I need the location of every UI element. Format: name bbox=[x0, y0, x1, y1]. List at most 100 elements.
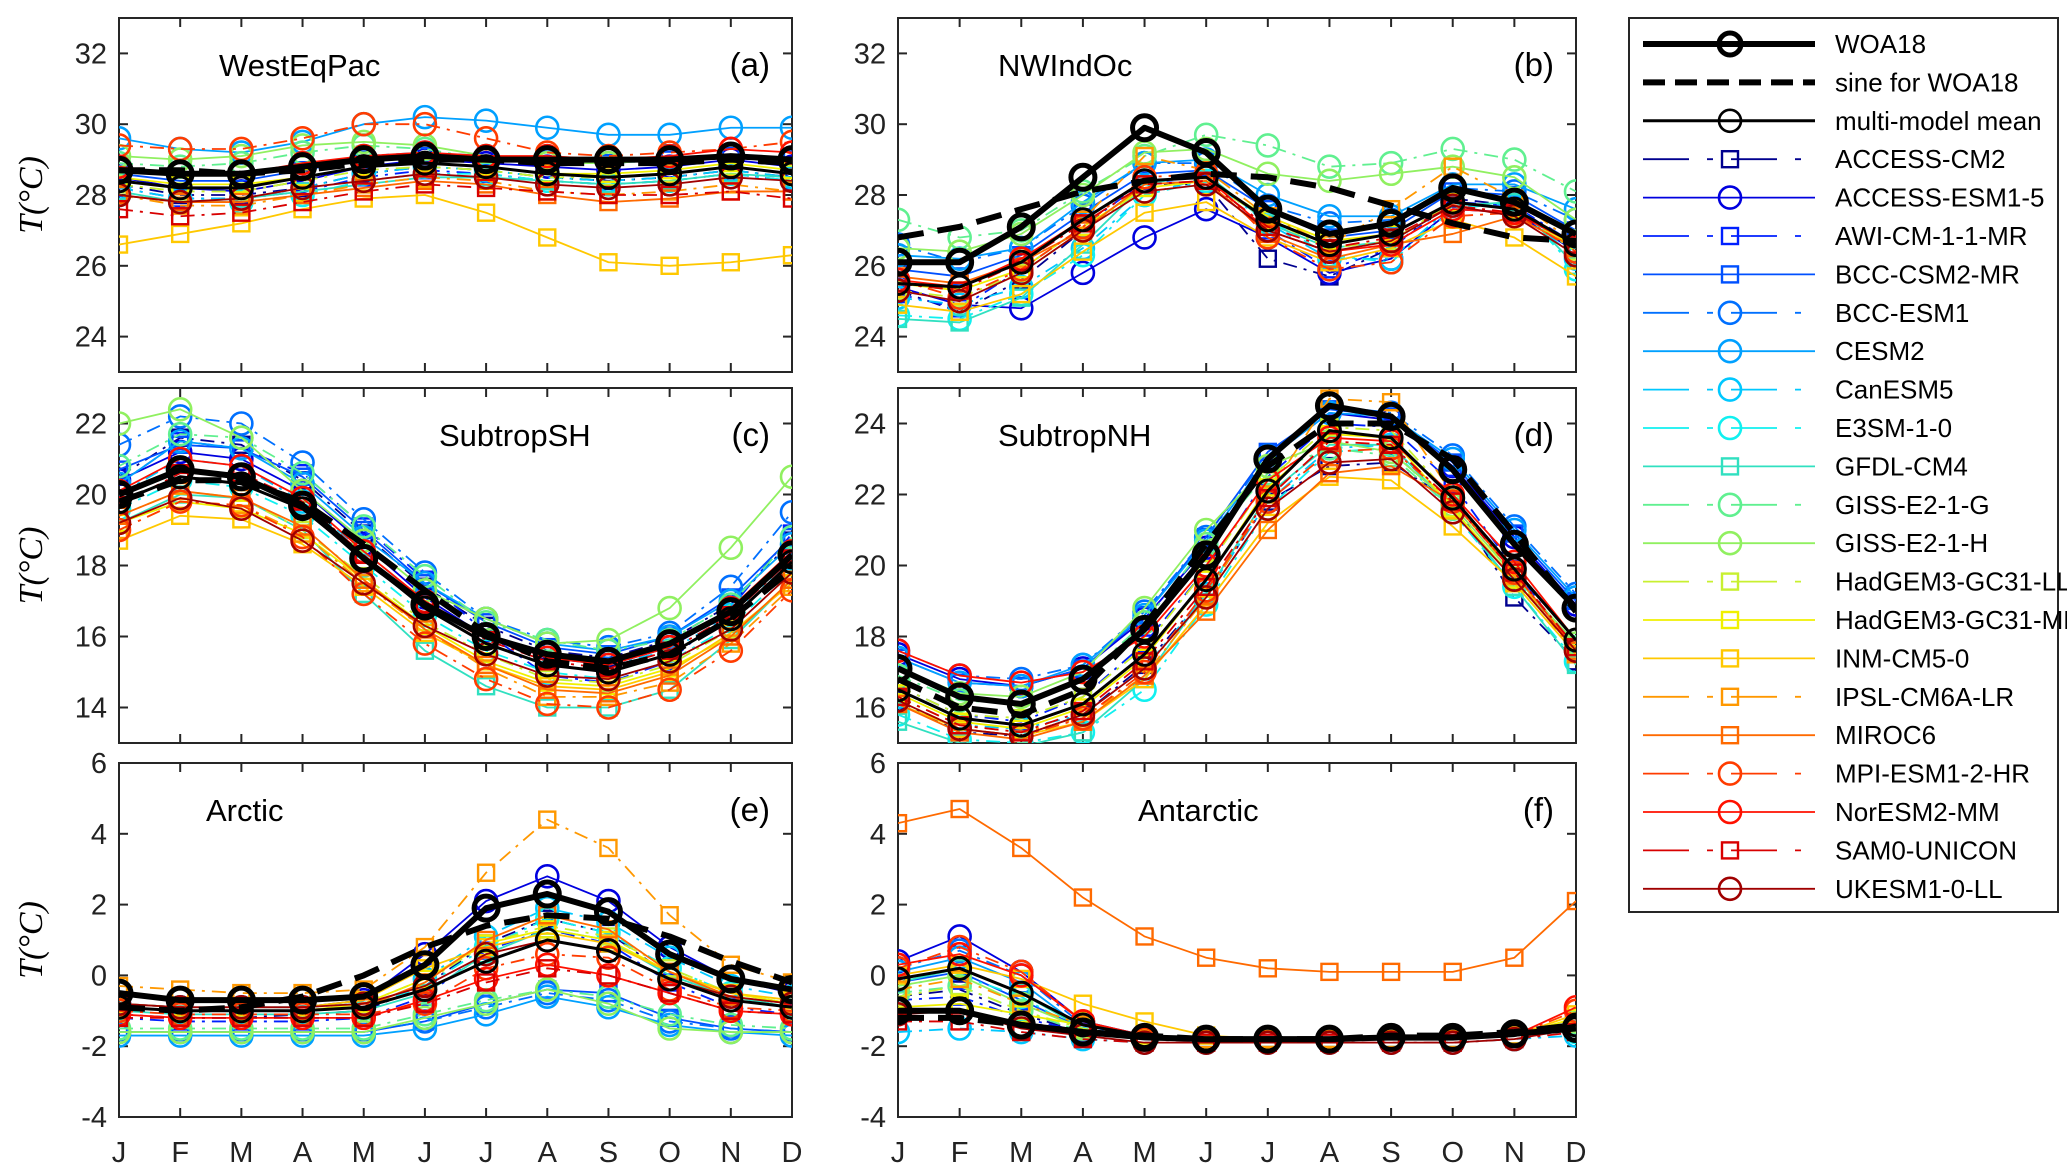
legend-item-bcc-csm2-mr: BCC-CSM2-MR bbox=[1643, 259, 2020, 289]
data-point bbox=[950, 969, 969, 989]
data-point bbox=[351, 1019, 377, 1045]
data-point bbox=[119, 175, 132, 201]
data-point bbox=[119, 471, 132, 497]
y-axis-label: T(°C) bbox=[13, 156, 50, 234]
data-point bbox=[657, 1016, 682, 1041]
legend-marker-square bbox=[1720, 841, 1740, 860]
data-point bbox=[718, 535, 744, 561]
data-point bbox=[534, 984, 560, 1009]
legend-label: ACCESS-CM2 bbox=[1835, 144, 2005, 174]
data-point bbox=[119, 1019, 132, 1045]
y-tick-label: 6 bbox=[91, 748, 107, 780]
series-group bbox=[898, 799, 1576, 1055]
data-point bbox=[1135, 927, 1154, 946]
legend-item-ukesm1-0-ll: UKESM1-0-LL bbox=[1643, 874, 2003, 904]
data-point bbox=[1502, 549, 1527, 575]
data-point bbox=[1317, 154, 1342, 179]
data-point bbox=[660, 256, 679, 275]
data-point bbox=[1191, 540, 1221, 570]
data-point bbox=[1068, 1017, 1098, 1047]
data-point bbox=[229, 143, 254, 169]
legend-marker-square bbox=[1720, 687, 1740, 706]
data-point bbox=[950, 302, 969, 322]
data-point bbox=[779, 168, 792, 194]
data-point bbox=[167, 421, 193, 447]
data-point bbox=[657, 980, 682, 1006]
x-tick-label: J bbox=[479, 1137, 494, 1169]
legend-item-e3sm-1-0: E3SM-1-0 bbox=[1643, 413, 1952, 443]
legend-label: INM-CM5-0 bbox=[1835, 643, 1969, 673]
data-point bbox=[119, 199, 129, 219]
series-group bbox=[119, 396, 792, 720]
data-point bbox=[1008, 963, 1034, 988]
data-point bbox=[229, 496, 254, 522]
y-tick-label: 30 bbox=[75, 109, 107, 141]
legend-marker-circle bbox=[1717, 185, 1743, 210]
x-tick-label: M bbox=[229, 1137, 253, 1169]
legend-item-inm-cm5-0: INM-CM5-0 bbox=[1643, 643, 1969, 673]
data-point bbox=[476, 178, 496, 198]
panel-label: (c) bbox=[732, 416, 770, 453]
data-point bbox=[473, 941, 499, 967]
legend-marker-square bbox=[1720, 149, 1740, 169]
legend-item-canesm5: CanESM5 bbox=[1643, 375, 1954, 405]
series-line-ipsl-cm6a-lr bbox=[898, 155, 1576, 292]
series-woa18 bbox=[898, 391, 1576, 719]
x-tick-label: M bbox=[352, 1137, 376, 1169]
data-point bbox=[1070, 207, 1096, 233]
data-point bbox=[721, 1001, 741, 1020]
data-point bbox=[119, 155, 134, 185]
x-tick-label: J bbox=[418, 1137, 433, 1169]
legend-label: CESM2 bbox=[1835, 336, 1925, 366]
series-miroc6 bbox=[119, 481, 792, 703]
legend-marker-circle bbox=[1717, 876, 1743, 902]
data-point bbox=[779, 161, 792, 187]
legend-marker-square bbox=[1720, 572, 1740, 591]
y-tick-label: -4 bbox=[81, 1102, 107, 1134]
legend-item-gfdl-cm4: GFDL-CM4 bbox=[1643, 451, 1968, 481]
data-point bbox=[596, 945, 621, 971]
series-woa18 bbox=[119, 455, 792, 676]
data-point bbox=[779, 129, 792, 155]
data-point bbox=[1376, 1022, 1406, 1052]
data-point bbox=[532, 879, 562, 909]
legend-item-sine-for-woa18: sine for WOA18 bbox=[1643, 67, 2019, 97]
data-point bbox=[167, 189, 193, 215]
data-point bbox=[410, 141, 440, 171]
legend-label: GISS-E2-1-G bbox=[1835, 490, 1990, 520]
data-point bbox=[1135, 146, 1154, 166]
data-point bbox=[1566, 891, 1576, 911]
data-point bbox=[1191, 1024, 1221, 1054]
y-tick-label: 26 bbox=[75, 251, 107, 283]
data-point bbox=[1012, 838, 1031, 858]
legend-label: HadGEM3-GC31-MM bbox=[1835, 605, 2067, 635]
data-point bbox=[119, 453, 132, 479]
data-point bbox=[716, 597, 746, 627]
data-point bbox=[898, 285, 911, 310]
data-point bbox=[898, 295, 908, 314]
panel-label: (d) bbox=[1514, 416, 1554, 453]
legend-marker-circle bbox=[1717, 338, 1743, 364]
data-point bbox=[538, 228, 557, 247]
data-point bbox=[1317, 257, 1342, 282]
data-point bbox=[1196, 192, 1216, 212]
data-point bbox=[1499, 1019, 1529, 1049]
data-point bbox=[898, 278, 911, 303]
y-tick-label: 24 bbox=[854, 409, 886, 441]
y-tick-label: 4 bbox=[91, 819, 107, 851]
data-point bbox=[119, 411, 132, 436]
data-point bbox=[950, 733, 969, 743]
panel-nwindoc: 24 26 28 30 32 NWIndOc (b) bbox=[854, 17, 1577, 373]
data-point bbox=[226, 985, 256, 1015]
data-point bbox=[1132, 225, 1157, 250]
data-point bbox=[1073, 242, 1093, 261]
data-point bbox=[1317, 450, 1342, 475]
legend-label: BCC-ESM1 bbox=[1835, 298, 1969, 328]
data-point bbox=[534, 977, 560, 1002]
data-point bbox=[1006, 212, 1036, 242]
data-point bbox=[1376, 208, 1406, 238]
data-point bbox=[721, 182, 741, 201]
data-point bbox=[593, 145, 623, 175]
series-woa18 bbox=[898, 113, 1576, 277]
legend-label: CanESM5 bbox=[1835, 375, 1954, 405]
